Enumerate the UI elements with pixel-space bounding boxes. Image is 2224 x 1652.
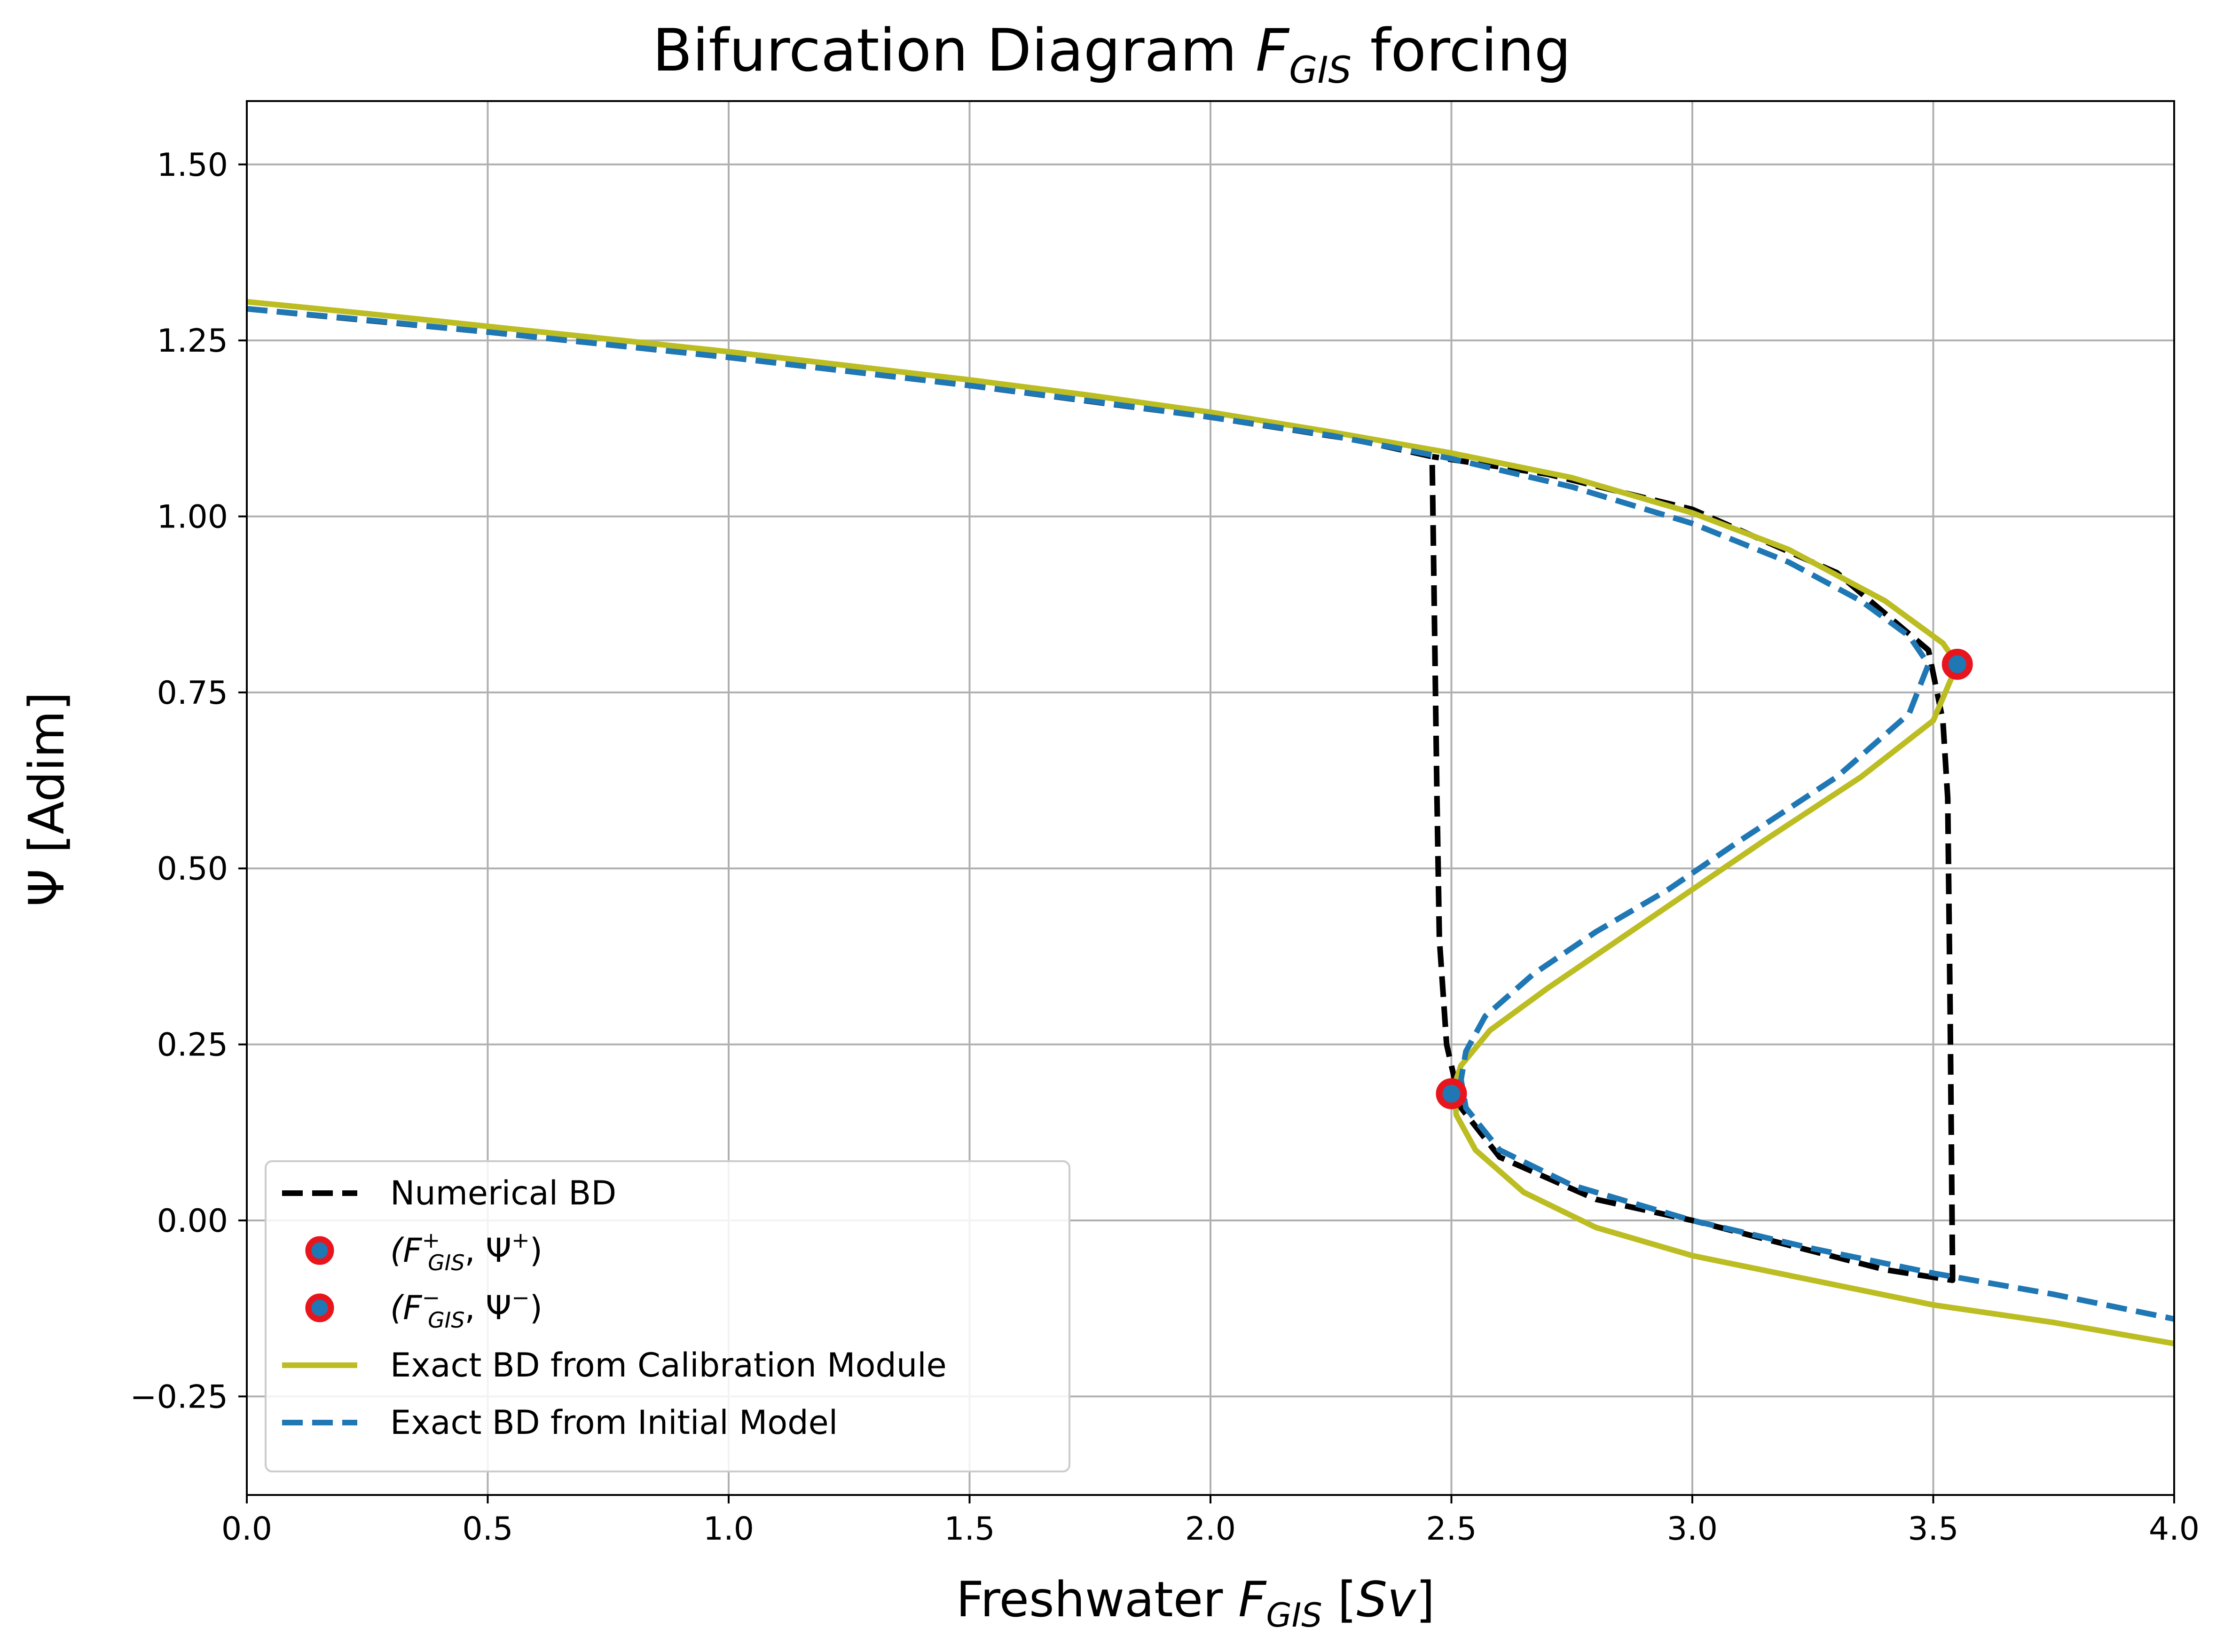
- series-1-marker: [1941, 648, 1973, 680]
- series-4-line: [247, 306, 2174, 1322]
- legend-item: (F− GIS, Ψ−): [305, 1285, 542, 1333]
- series-0-line: [247, 306, 1956, 1283]
- legend: Numerical BD (F+ GIS, Ψ+) (F− GIS, Ψ−) Exact …: [265, 1160, 1070, 1472]
- x-tick-label: 2.5: [1426, 1510, 1477, 1548]
- y-tick-label: 0.75: [157, 675, 228, 712]
- legend-label: (F+ GIS, Ψ+): [390, 1227, 542, 1275]
- x-axis: 0.0 0.5 1.0 1.5 2.0 2.5 3.0 3.5 4.0: [221, 1495, 2200, 1548]
- x-tick-label: 3.5: [1908, 1510, 1958, 1548]
- x-tick-label: 1.5: [944, 1510, 995, 1548]
- series-layer: [247, 299, 2174, 1346]
- legend-item: Numerical BD: [282, 1174, 616, 1212]
- y-tick-label: 1.00: [157, 499, 228, 536]
- y-tick-label: 1.50: [157, 147, 228, 184]
- y-tick-label: 0.50: [157, 850, 228, 888]
- legend-box: [265, 1160, 1070, 1472]
- legend-marker: [305, 1293, 334, 1322]
- x-axis-label: Freshwater FGIS [Sv]: [956, 1572, 1435, 1635]
- x-tick-label: 4.0: [2149, 1510, 2200, 1548]
- legend-label: Exact BD from Calibration Module: [390, 1346, 947, 1385]
- legend-item: Exact BD from Calibration Module: [282, 1346, 947, 1385]
- y-tick-label: 0.25: [157, 1027, 228, 1064]
- x-tick-label: 2.0: [1185, 1510, 1236, 1548]
- legend-item: (F+ GIS, Ψ+): [305, 1227, 542, 1275]
- y-tick-label: 1.25: [157, 323, 228, 360]
- chart-title: Bifurcation Diagram FGIS forcing: [652, 17, 1571, 92]
- legend-label: Numerical BD: [390, 1174, 616, 1212]
- legend-label: (F− GIS, Ψ−): [390, 1285, 542, 1333]
- x-tick-label: 3.0: [1667, 1510, 1718, 1548]
- x-tick-label: 1.0: [703, 1510, 754, 1548]
- legend-marker: [305, 1236, 334, 1265]
- y-axis: −0.25 0.00 0.25 0.50 0.75 1.00 1.25 1.50: [130, 147, 247, 1416]
- series-2-marker: [1436, 1078, 1467, 1109]
- legend-item: Exact BD from Initial Model: [282, 1403, 838, 1442]
- x-tick-label: 0.0: [221, 1510, 272, 1548]
- series-3-line: [247, 299, 2174, 1346]
- y-tick-label: −0.25: [130, 1378, 228, 1416]
- legend-label: Exact BD from Initial Model: [390, 1403, 838, 1442]
- y-axis-label: Ψ [Adim]: [19, 692, 75, 906]
- y-tick-label: 0.00: [157, 1203, 228, 1240]
- x-tick-label: 0.5: [462, 1510, 513, 1548]
